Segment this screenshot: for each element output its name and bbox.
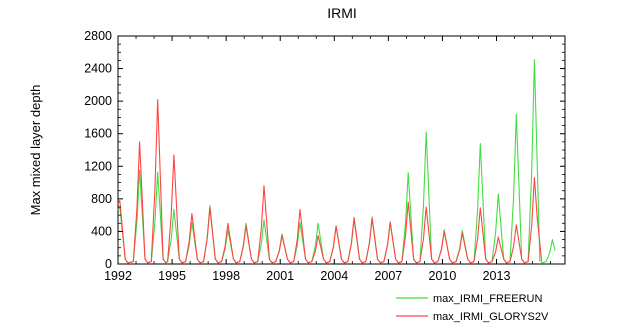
x-tick-label: 2001 (266, 269, 294, 283)
axes: 0 400 800 1200 1600 2000 2400 2800 1992 1995 1998 2… (84, 29, 565, 283)
series-layer (117, 59, 556, 264)
y-axis-label: Max mixed layer depth (28, 85, 43, 216)
x-tick-label: 2004 (320, 269, 348, 283)
x-tick-label: 2010 (429, 269, 457, 283)
x-tick-label: 2013 (483, 269, 511, 283)
x-tick-label: 1992 (104, 269, 132, 283)
y-tick-label: 2800 (84, 29, 112, 43)
y-tick-label: 1200 (84, 159, 112, 173)
y-tick-label: 800 (91, 192, 112, 206)
chart-title: IRMI (327, 5, 357, 21)
plot-area (117, 35, 566, 265)
y-tick-label: 1600 (84, 127, 112, 141)
x-tick-label: 1998 (212, 269, 240, 283)
series-line-glorys2v (117, 98, 543, 264)
y-tick-label: 2000 (84, 94, 112, 108)
y-tick-label: 400 (91, 224, 112, 238)
legend-label: max_IRMI_FREERUN (433, 293, 542, 305)
plot-frame (117, 35, 566, 265)
legend: max_IRMI_FREERUN max_IRMI_GLORYS2V (396, 293, 549, 323)
legend-label: max_IRMI_GLORYS2V (433, 311, 549, 323)
y-tick-label: 0 (105, 257, 112, 271)
x-tick-label: 2007 (374, 269, 402, 283)
x-tick-label: 1995 (158, 269, 186, 283)
y-tick-label: 2400 (84, 62, 112, 76)
